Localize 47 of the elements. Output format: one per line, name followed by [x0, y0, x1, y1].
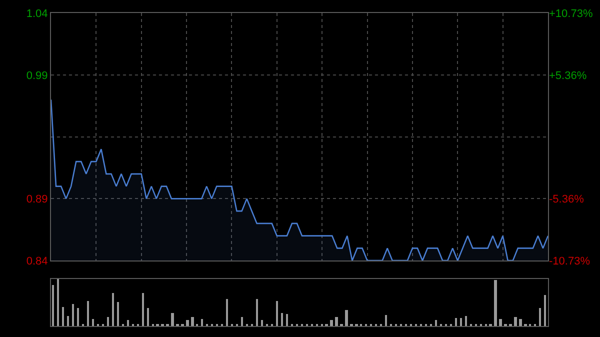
bar	[286, 314, 288, 326]
bar	[281, 313, 283, 326]
bar	[499, 319, 502, 326]
y-tick-label: 0.84	[26, 255, 48, 268]
bar	[67, 316, 69, 326]
bar	[460, 318, 462, 326]
y2-tick-label: +10.73%	[549, 8, 593, 20]
y2-tick-label: +5.36%	[549, 70, 587, 82]
bar	[147, 308, 149, 326]
bar	[544, 295, 546, 326]
bar	[57, 279, 59, 326]
bar	[345, 310, 348, 326]
bar	[142, 293, 144, 326]
bar	[385, 315, 387, 326]
bar	[519, 319, 522, 326]
y-tick-label: 0.99	[26, 70, 48, 82]
bar	[72, 304, 74, 326]
bar	[261, 320, 263, 326]
bar	[107, 317, 109, 326]
bar	[92, 319, 94, 326]
bar	[191, 317, 194, 326]
y-tick-label: 0.89	[26, 194, 48, 206]
bar	[539, 308, 541, 326]
bar	[465, 316, 467, 326]
bar	[87, 301, 89, 326]
bar	[171, 313, 174, 326]
bar	[276, 301, 278, 326]
bar	[127, 320, 129, 326]
bar	[455, 318, 457, 326]
bar	[335, 317, 338, 326]
bar	[52, 285, 54, 326]
bar	[514, 317, 517, 326]
bar	[226, 299, 228, 326]
y2-tick-label: -5.36%	[549, 193, 584, 206]
bar	[117, 302, 119, 326]
bar	[201, 319, 203, 326]
bar	[112, 293, 114, 326]
bar	[62, 307, 64, 326]
y-tick-label: 1.04	[26, 8, 48, 20]
bar	[241, 317, 243, 326]
bar	[186, 320, 189, 326]
bar	[330, 320, 333, 326]
bar	[494, 280, 497, 326]
bar	[77, 308, 79, 326]
bar	[435, 320, 437, 326]
y2-tick-label: -10.73%	[549, 255, 590, 268]
bar	[256, 299, 258, 326]
